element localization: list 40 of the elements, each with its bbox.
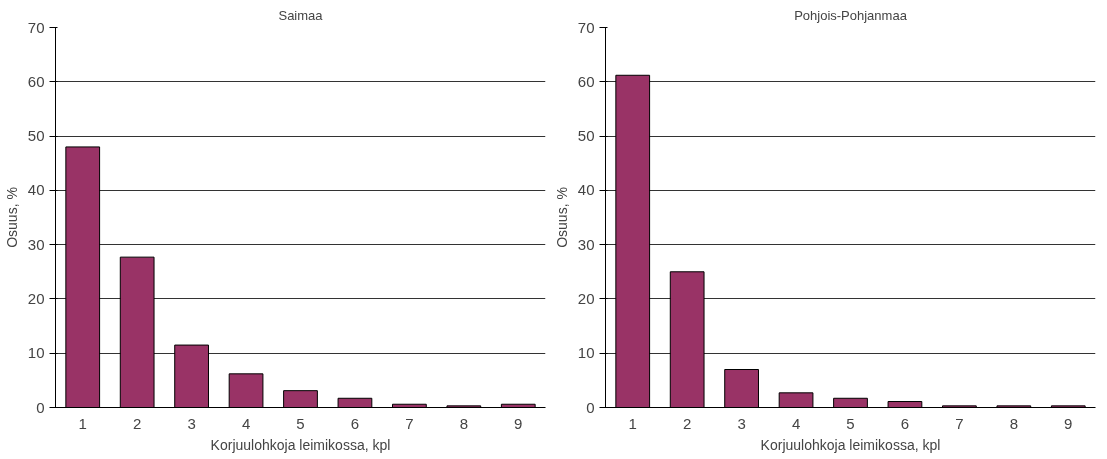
- x-tick-label: 4: [241, 414, 251, 432]
- y-tick-label: 0: [586, 398, 595, 416]
- y-tick-label: 70: [27, 18, 45, 36]
- x-tick-label: 3: [187, 414, 196, 432]
- x-tick-label: 1: [628, 414, 637, 432]
- x-tick-label: 8: [1009, 414, 1019, 432]
- y-tick-label: 40: [577, 181, 595, 199]
- y-tick-label: 30: [577, 235, 595, 253]
- chart-title: Pohjois-Pohjanmaa: [794, 7, 908, 23]
- x-tick-label: 6: [350, 414, 360, 432]
- x-tick-label: 9: [1064, 414, 1073, 432]
- y-tick-label: 60: [27, 72, 45, 90]
- x-tick-label: 7: [955, 414, 964, 432]
- y-tick-label: 40: [27, 181, 45, 199]
- x-tick-label: 3: [737, 414, 746, 432]
- x-tick-label: 5: [296, 414, 305, 432]
- y-tick-label: 0: [36, 398, 45, 416]
- y-tick-label: 50: [577, 127, 595, 145]
- x-tick-label: 7: [405, 414, 414, 432]
- x-tick-label: 8: [459, 414, 469, 432]
- y-axis-title: Osuus, %: [3, 187, 20, 248]
- y-tick-label: 10: [27, 344, 45, 362]
- y-tick-label: 30: [27, 235, 45, 253]
- x-axis-title: Korjuulohkoja leimikossa, kpl: [210, 436, 391, 453]
- x-tick-label: 2: [133, 414, 142, 432]
- y-tick-label: 20: [577, 289, 595, 307]
- x-axis-title: Korjuulohkoja leimikossa, kpl: [760, 436, 941, 453]
- y-tick-label: 70: [577, 18, 595, 36]
- x-tick-label: 9: [514, 414, 523, 432]
- x-tick-label: 1: [78, 414, 87, 432]
- y-tick-label: 10: [577, 344, 595, 362]
- x-tick-label: 2: [683, 414, 692, 432]
- y-tick-label: 50: [27, 127, 45, 145]
- chart-title: Saimaa: [278, 7, 324, 23]
- x-tick-label: 6: [900, 414, 910, 432]
- x-tick-label: 4: [791, 414, 801, 432]
- x-tick-label: 5: [846, 414, 855, 432]
- y-tick-label: 20: [27, 289, 45, 307]
- y-tick-label: 60: [577, 72, 595, 90]
- y-axis-title: Osuus, %: [553, 187, 570, 248]
